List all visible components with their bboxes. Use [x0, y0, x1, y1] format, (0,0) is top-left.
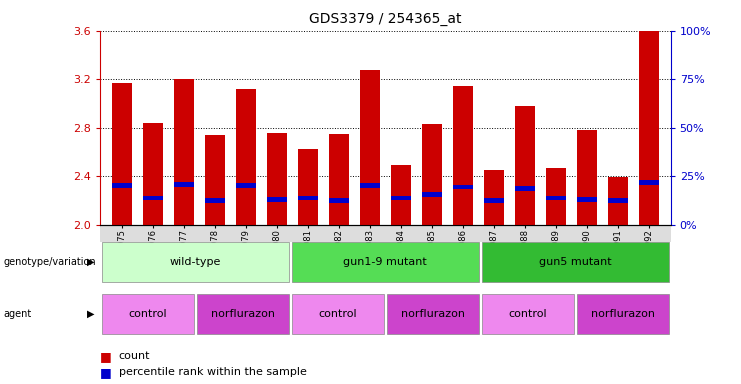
Bar [422, 192, 442, 197]
Bar [453, 86, 473, 225]
Bar [546, 168, 566, 225]
Bar [267, 132, 287, 225]
Bar [391, 195, 411, 200]
Text: control: control [128, 309, 167, 319]
Bar [359, 70, 380, 225]
Text: percentile rank within the sample: percentile rank within the sample [119, 367, 307, 377]
Text: control: control [508, 309, 548, 319]
Bar [112, 184, 132, 188]
Bar [576, 130, 597, 225]
Bar [422, 124, 442, 225]
Text: norflurazon: norflurazon [591, 309, 655, 319]
Bar [546, 195, 566, 200]
Text: ■: ■ [100, 350, 112, 363]
Bar [298, 149, 318, 225]
Text: count: count [119, 351, 150, 361]
Bar [205, 135, 225, 225]
Text: GDS3379 / 254365_at: GDS3379 / 254365_at [309, 12, 462, 25]
Bar [143, 195, 163, 200]
Bar [453, 185, 473, 189]
Bar [112, 83, 132, 225]
Bar [484, 170, 504, 225]
Bar [515, 186, 535, 191]
Bar [236, 184, 256, 188]
Text: agent: agent [4, 309, 32, 319]
Bar [639, 180, 659, 185]
Text: wild-type: wild-type [170, 257, 221, 267]
Text: gun5 mutant: gun5 mutant [539, 257, 612, 267]
Bar [608, 198, 628, 203]
Bar [298, 195, 318, 200]
Bar [143, 123, 163, 225]
Bar [173, 182, 194, 187]
Text: ■: ■ [100, 366, 112, 379]
Bar [329, 134, 349, 225]
Bar [576, 197, 597, 202]
Text: ▶: ▶ [87, 257, 95, 267]
Bar [484, 198, 504, 203]
Text: control: control [319, 309, 357, 319]
Bar [236, 89, 256, 225]
Bar [267, 197, 287, 202]
Bar [329, 198, 349, 203]
Text: norflurazon: norflurazon [401, 309, 465, 319]
Bar [359, 184, 380, 188]
Bar [205, 198, 225, 203]
Text: ▶: ▶ [87, 309, 95, 319]
Text: genotype/variation: genotype/variation [4, 257, 96, 267]
Bar [608, 177, 628, 225]
Bar [515, 106, 535, 225]
Text: gun1-9 mutant: gun1-9 mutant [343, 257, 428, 267]
Bar [639, 31, 659, 225]
Bar [391, 165, 411, 225]
Text: norflurazon: norflurazon [210, 309, 275, 319]
Bar [173, 79, 194, 225]
